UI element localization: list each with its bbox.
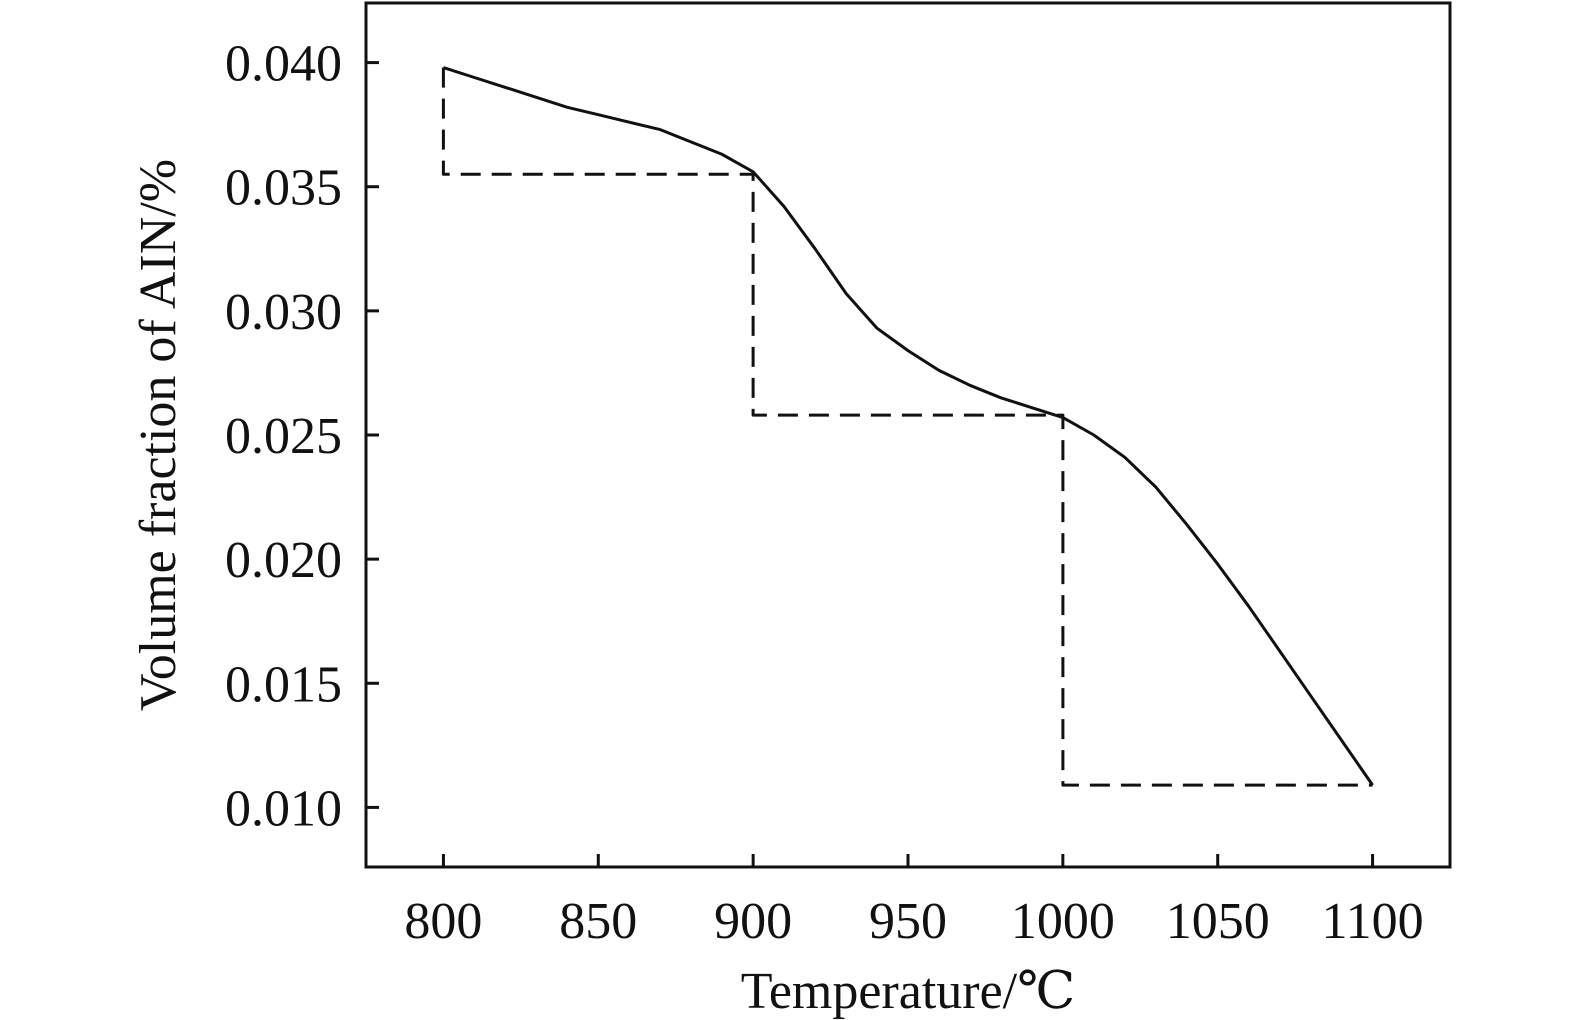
x-tick-label: 950: [869, 893, 947, 950]
plot-frame: [364, 1, 1452, 869]
x-tick-label: 800: [404, 893, 482, 950]
x-tick-label: 1000: [1011, 893, 1115, 950]
y-tick-label: 0.015: [225, 656, 342, 713]
stepwise-dashed-line: [441, 67, 1373, 787]
x-axis-label: Temperature/℃: [741, 963, 1076, 1020]
y-axis-label: Volume fraction of AIN/%: [130, 159, 187, 711]
y-tick-label: 0.020: [225, 532, 342, 589]
x-axis-ticks: 800 850 900 950 1000 1050 1100: [404, 854, 1424, 950]
series-layer: [441, 66, 1374, 787]
y-tick-label: 0.040: [225, 36, 342, 93]
y-tick-label: 0.030: [225, 284, 342, 341]
y-tick-label: 0.035: [225, 160, 342, 217]
y-tick-label: 0.025: [225, 408, 342, 465]
x-tick-label: 900: [714, 893, 792, 950]
volume-fraction-curve: [442, 66, 1374, 786]
x-tick-label: 1100: [1322, 893, 1424, 950]
y-tick-label: 0.010: [225, 780, 342, 837]
y-axis-ticks: 0.010 0.015 0.020 0.025 0.030 0.035 0.040: [225, 36, 379, 837]
x-tick-label: 1050: [1166, 893, 1270, 950]
x-tick-label: 850: [559, 893, 637, 950]
